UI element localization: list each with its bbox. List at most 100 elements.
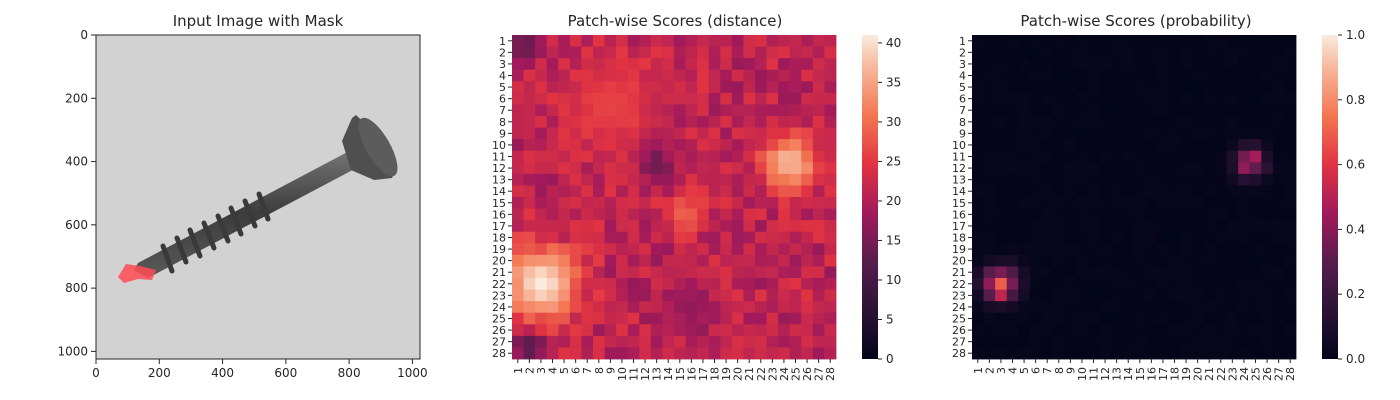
y-tick-label: 14 [492, 185, 506, 198]
heatmap-cell [569, 173, 582, 186]
heatmap-cell [995, 81, 1008, 94]
heatmap-cell [581, 139, 594, 152]
x-tick-label: 21 [1203, 367, 1216, 381]
heatmap-cell [824, 220, 837, 233]
heatmap-cell [1191, 81, 1204, 94]
heatmap-cell [743, 347, 756, 360]
heatmap-cell [1122, 312, 1135, 325]
heatmap-cell [1134, 116, 1146, 128]
heatmap-cell [604, 254, 617, 267]
heatmap-cell [697, 35, 710, 47]
heatmap-cell [972, 116, 984, 128]
heatmap-cell [720, 116, 733, 128]
heatmap-cell [1099, 185, 1112, 198]
heatmap-cell [708, 324, 721, 337]
heatmap-cell [1180, 197, 1193, 209]
heatmap-cell [983, 220, 996, 233]
heatmap-cell [1180, 173, 1193, 186]
heatmap-cell [1261, 46, 1274, 59]
heatmap-cell [523, 46, 536, 59]
heatmap-cell [995, 116, 1008, 128]
heatmap-cell [1249, 127, 1262, 140]
heatmap-cell [1191, 35, 1204, 47]
heatmap-cell [627, 92, 640, 105]
heatmap-cell [523, 231, 536, 244]
heatmap-cell [766, 254, 779, 267]
heatmap-cell [1226, 254, 1239, 267]
heatmap-cell [1284, 208, 1297, 221]
heatmap-cell [546, 58, 559, 71]
heatmap-cell [755, 69, 767, 82]
x-tick-label: 25 [1250, 367, 1263, 381]
heatmap-cell [1018, 81, 1031, 94]
heatmap-cell [1029, 81, 1042, 94]
heatmap-cell [650, 104, 663, 117]
heatmap-cell [1087, 301, 1100, 314]
heatmap-cell [1134, 104, 1146, 117]
heatmap-cell [1203, 335, 1216, 348]
y-tick-label: 28 [492, 347, 506, 360]
heatmap-cell [639, 139, 652, 152]
heatmap-cell [1238, 254, 1251, 267]
heatmap-cell [1076, 278, 1089, 290]
heatmap-cell [789, 278, 802, 290]
heatmap-cell [674, 347, 686, 360]
heatmap-cell [1110, 324, 1123, 337]
heatmap-cell [755, 92, 767, 105]
heatmap-cell [1134, 35, 1146, 47]
heatmap-cell [535, 208, 548, 221]
y-tick-label: 2 [499, 46, 506, 59]
heatmap-cell [1157, 220, 1170, 233]
y-tick-label: 10 [492, 139, 506, 152]
colorbar-tick-label: 20 [886, 194, 901, 208]
heatmap-cell [593, 289, 605, 302]
heatmap-cell [627, 231, 640, 244]
heatmap-cell [1053, 150, 1065, 163]
heatmap-cell [1191, 139, 1204, 152]
heatmap-cell [685, 116, 698, 128]
x-tick-label: 27 [1273, 367, 1286, 381]
heatmap-cell [685, 220, 698, 233]
heatmap-cell [1226, 301, 1239, 314]
heatmap-cell [1110, 150, 1123, 163]
heatmap-cell [512, 347, 524, 360]
heatmap-cell [755, 324, 767, 337]
heatmap-cell [569, 46, 582, 59]
heatmap-cell [546, 197, 559, 209]
heatmap-cell [1215, 46, 1227, 59]
heatmap-cell [616, 58, 629, 71]
x-tick-label: 27 [813, 367, 826, 381]
heatmap-cell [674, 173, 686, 186]
heatmap-cell [972, 197, 984, 209]
heatmap-cell [1006, 266, 1019, 279]
heatmap-cell [778, 208, 791, 221]
heatmap-cell [720, 127, 733, 140]
heatmap-cell [604, 139, 617, 152]
heatmap-cell [616, 243, 629, 256]
heatmap-cell [1261, 150, 1274, 163]
heatmap-cell [1215, 92, 1227, 105]
heatmap-cell [1134, 69, 1146, 82]
heatmap-cell [1284, 347, 1297, 360]
heatmap-cell [1272, 347, 1285, 360]
heatmap-cell [1157, 254, 1170, 267]
heatmap-cell [1029, 301, 1042, 314]
heatmap-cell [535, 69, 548, 82]
heatmap-cell [512, 104, 524, 117]
heatmap-cell [1168, 92, 1181, 105]
colorbar-tick-label: 0.8 [1346, 93, 1365, 107]
heatmap-cell [801, 335, 814, 348]
heatmap-cell [639, 173, 652, 186]
heatmap-cell [685, 81, 698, 94]
heatmap-cell [1053, 266, 1065, 279]
heatmap-cell [720, 301, 733, 314]
heatmap-cell [1284, 69, 1297, 82]
heatmap-cell [1157, 139, 1170, 152]
heatmap-cell [674, 104, 686, 117]
heatmap-cell [755, 104, 767, 117]
heatmap-cell [1191, 127, 1204, 140]
heatmap-cell [1076, 324, 1089, 337]
heatmap-cell [627, 301, 640, 314]
heatmap-cell [766, 58, 779, 71]
heatmap-cell [604, 162, 617, 175]
